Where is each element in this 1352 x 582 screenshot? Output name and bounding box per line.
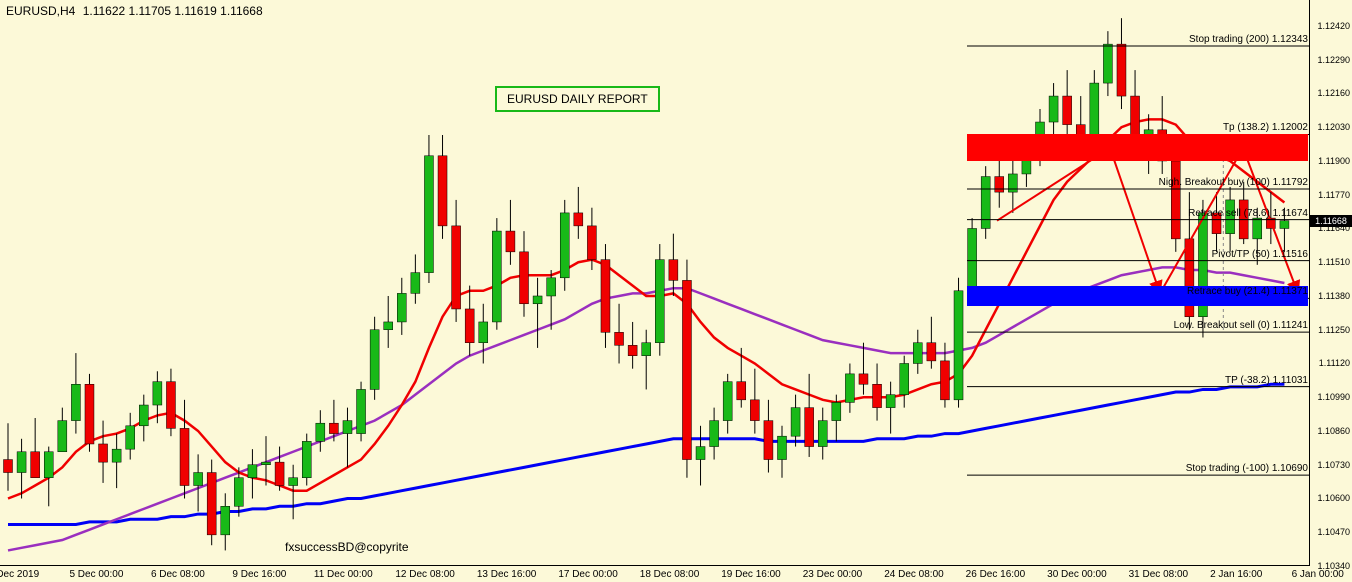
level-label: Tp (138.2) 1.12002 bbox=[1223, 122, 1308, 133]
level-label: Nigh. Breakout buy (100) 1.11792 bbox=[1159, 177, 1308, 188]
x-tick: 31 Dec 08:00 bbox=[1129, 569, 1189, 580]
level-label: TP (-38.2) 1.11031 bbox=[1225, 375, 1308, 386]
level-label: Retrace buy (21.4) 1.11371 bbox=[1187, 286, 1308, 297]
x-tick: 11 Dec 00:00 bbox=[314, 569, 373, 580]
x-tick: 23 Dec 00:00 bbox=[803, 569, 863, 580]
x-axis: 3 Dec 2019 5 Dec 00:00 6 Dec 08:00 9 Dec 16… bbox=[0, 565, 1310, 582]
x-tick: 12 Dec 08:00 bbox=[395, 569, 455, 580]
level-label: Retrace sell (78.6) 1.11674 bbox=[1188, 208, 1308, 219]
y-tick: 1.11770 bbox=[1318, 190, 1350, 200]
x-tick: 9 Dec 16:00 bbox=[232, 569, 286, 580]
x-tick: 18 Dec 08:00 bbox=[640, 569, 700, 580]
y-tick: 1.12160 bbox=[1317, 88, 1350, 98]
y-tick: 1.10600 bbox=[1317, 493, 1350, 503]
x-tick: 30 Dec 00:00 bbox=[1047, 569, 1107, 580]
x-tick: 17 Dec 00:00 bbox=[558, 569, 618, 580]
x-tick: 13 Dec 16:00 bbox=[477, 569, 537, 580]
y-tick: 1.11380 bbox=[1318, 291, 1350, 301]
level-label: Pivot/TP (50) 1.11516 bbox=[1212, 249, 1308, 260]
y-tick: 1.12030 bbox=[1317, 122, 1350, 132]
price-tag: 1.11668 bbox=[1310, 215, 1352, 227]
x-tick: 26 Dec 16:00 bbox=[966, 569, 1026, 580]
y-tick: 1.11120 bbox=[1319, 358, 1350, 368]
level-label: Low. Breakout sell (0) 1.11241 bbox=[1174, 320, 1308, 331]
y-tick: 1.11510 bbox=[1318, 257, 1350, 267]
x-tick: 24 Dec 08:00 bbox=[884, 569, 944, 580]
x-tick: 5 Dec 00:00 bbox=[69, 569, 123, 580]
y-tick: 1.10470 bbox=[1317, 527, 1350, 537]
y-axis: 1.103401.104701.106001.107301.108601.109… bbox=[1309, 0, 1352, 566]
y-tick: 1.11900 bbox=[1318, 156, 1350, 166]
chart-container[interactable]: EURUSD,H4 1.11622 1.11705 1.11619 1.1166… bbox=[0, 0, 1352, 582]
y-tick: 1.10990 bbox=[1317, 392, 1350, 402]
x-tick: 6 Dec 08:00 bbox=[151, 569, 205, 580]
y-tick: 1.11250 bbox=[1318, 325, 1350, 335]
level-label: Stop trading (-100) 1.10690 bbox=[1186, 463, 1308, 474]
chart-plot[interactable] bbox=[0, 0, 1310, 566]
y-tick: 1.12290 bbox=[1317, 55, 1350, 65]
x-tick: 2 Jan 16:00 bbox=[1210, 569, 1262, 580]
level-label: Stop trading (200) 1.12343 bbox=[1189, 34, 1308, 45]
x-tick: 3 Dec 2019 bbox=[0, 569, 39, 580]
red-zone bbox=[967, 134, 1308, 160]
x-tick: 19 Dec 16:00 bbox=[721, 569, 781, 580]
x-tick: 6 Jan 00:00 bbox=[1292, 569, 1344, 580]
y-tick: 1.10730 bbox=[1317, 460, 1350, 470]
y-tick: 1.10860 bbox=[1317, 426, 1350, 436]
y-tick: 1.12420 bbox=[1317, 21, 1350, 31]
